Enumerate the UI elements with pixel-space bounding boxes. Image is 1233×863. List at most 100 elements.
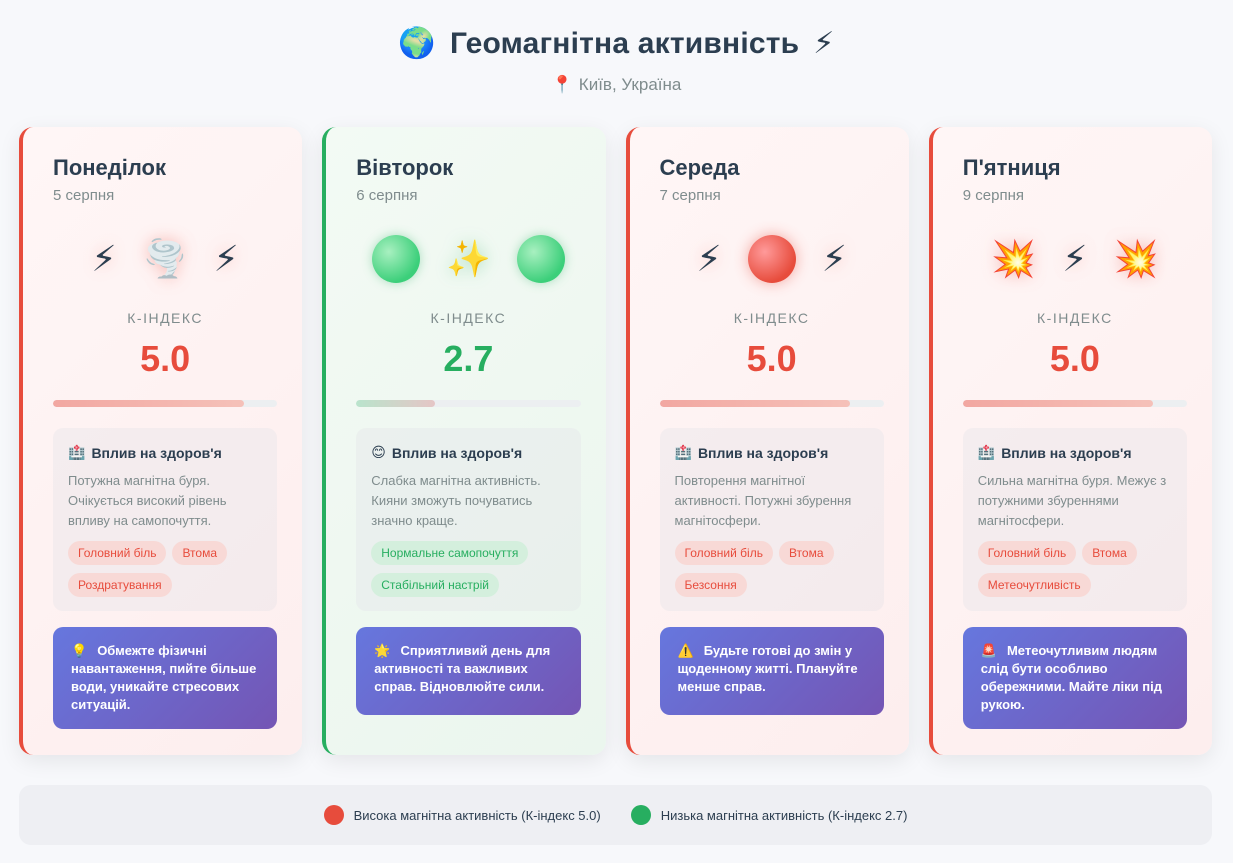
weather-icon: ⚡ <box>213 238 239 279</box>
k-index-value: 5.0 <box>746 338 797 379</box>
advice-box: ⚠️ Будьте готові до змін у щоденному житт… <box>659 627 884 715</box>
k-index-label: К-ІНДЕКС <box>733 310 810 326</box>
health-icon: 🏥 <box>68 444 86 460</box>
symptom-tags: Головний біль Втома Метеочутливість <box>977 541 1172 597</box>
advice-box: 🌟 Сприятливий день для активності та важл… <box>356 627 581 715</box>
health-panel: 😊 Вплив на здоров'я Слабка магнітна активн… <box>356 428 581 611</box>
activity-bar-fill <box>659 400 851 407</box>
advice-icon: ⚠️ <box>677 643 694 658</box>
k-index-label: К-ІНДЕКС <box>430 310 507 326</box>
day-date: 5 серпня <box>53 187 115 204</box>
symptom-tag: Головний біль <box>68 541 167 565</box>
health-description: Сильна магнітна буря. Межує з потужними … <box>977 473 1167 528</box>
health-icon: 🏥 <box>977 444 996 460</box>
symptom-tag: Головний біль <box>674 541 773 565</box>
health-description: Повторення магнітної активності. Потужні… <box>674 473 852 528</box>
activity-bar <box>659 400 884 407</box>
symptom-tag: Втома <box>172 541 228 565</box>
legend-label: Висока магнітна активність (К-індекс 5.0… <box>353 807 601 823</box>
pin-icon: 📍 <box>551 75 573 94</box>
advice-text: Будьте готові до змін у щоденному житті.… <box>677 643 858 694</box>
advice-text: Сприятливий день для активності та важли… <box>374 643 551 694</box>
page-title-text: Геомагнітна активність <box>449 26 800 60</box>
day-name: Середа <box>659 155 740 180</box>
k-index-value: 5.0 <box>140 338 191 379</box>
weather-icon: 💥 <box>991 238 1037 279</box>
day-card: П'ятниця 9 серпня 💥 ⚡ 💥 К-ІНДЕКС 5.0 🏥 Вплив на … <box>928 127 1212 755</box>
k-index-value: 5.0 <box>1049 338 1100 379</box>
location: 📍 Київ, Україна <box>552 75 682 95</box>
legend-dot <box>630 805 651 825</box>
activity-bar-fill <box>356 400 435 407</box>
health-panel: 🏥 Вплив на здоров'я Потужна магнітна буря.… <box>53 428 278 611</box>
location-text: Київ, Україна <box>578 75 682 94</box>
legend-item: Висока магнітна активність (К-індекс 5.0… <box>323 805 601 825</box>
activity-bar-fill <box>53 400 244 407</box>
activity-bar <box>356 400 581 407</box>
health-title-text: Вплив на здоров'я <box>91 444 222 461</box>
symptom-tag: Головний біль <box>977 541 1077 565</box>
advice-icon: 🚨 <box>980 643 997 658</box>
advice-box: 🚨 Метеочутливим людям слід бути особливо … <box>962 627 1187 729</box>
day-name: П'ятниця <box>962 155 1061 180</box>
symptom-tag: Безсоння <box>674 573 747 597</box>
activity-bar-fill <box>962 400 1154 407</box>
health-description: Потужна магнітна буря. Очікується високи… <box>68 473 227 528</box>
health-title-text: Вплив на здоров'я <box>697 444 829 461</box>
day-card: Середа 7 серпня ⚡ ⚡ К-ІНДЕКС 5.0 🏥 Вплив на здо… <box>625 127 909 755</box>
lightning-icon: ⚡ <box>813 27 835 60</box>
page-header: 🌍 Геомагнітна активність ⚡ 📍 Київ, Украї… <box>0 0 1233 110</box>
advice-text: Обмежте фізичні навантаження, пийте біль… <box>71 643 257 712</box>
symptom-tags: Головний біль Втома Безсоння <box>674 541 869 597</box>
day-name: Понеділок <box>53 155 166 180</box>
page-title: 🌍 Геомагнітна активність ⚡ <box>398 26 834 61</box>
health-panel: 🏥 Вплив на здоров'я Повторення магнітної а… <box>659 428 884 611</box>
health-icon: 🏥 <box>674 444 692 460</box>
weather-icon: 💥 <box>1113 238 1159 279</box>
legend-label: Низька магнітна активність (К-індекс 2.7… <box>660 807 908 823</box>
symptom-tag: Роздратування <box>68 573 172 597</box>
weather-icon: ⚡ <box>1062 238 1088 279</box>
health-icon: 😊 <box>371 444 386 460</box>
day-name: Вівторок <box>356 155 454 180</box>
orb-icon <box>371 235 420 283</box>
activity-bar <box>962 400 1187 407</box>
activity-icons: 💥 ⚡ 💥 <box>963 226 1187 292</box>
weather-icon: ⚡ <box>696 238 722 279</box>
weather-icon: ✨ <box>445 238 491 279</box>
day-card: Понеділок 5 серпня ⚡ 🌪️ ⚡ К-ІНДЕКС 5.0 🏥 Вплив н… <box>19 127 303 755</box>
health-description: Слабка магнітна активність. Кияни зможут… <box>371 473 541 528</box>
health-title-text: Вплив на здоров'я <box>1001 444 1132 461</box>
symptom-tag: Втома <box>778 541 834 565</box>
symptom-tag: Втома <box>1082 541 1137 565</box>
orb-icon <box>747 235 796 283</box>
symptom-tags: Головний біль Втома Роздратування <box>68 541 262 597</box>
legend-dot <box>323 805 344 825</box>
symptom-tag: Нормальне самопочуття <box>371 541 529 565</box>
advice-box: 💡 Обмежте фізичні навантаження, пийте біл… <box>53 627 278 729</box>
health-panel: 🏥 Вплив на здоров'я Сильна магнітна буря. … <box>962 428 1187 611</box>
activity-icons: ⚡ 🌪️ ⚡ <box>53 226 277 292</box>
activity-icons: ⚡ ⚡ <box>660 226 884 292</box>
advice-icon: 💡 <box>71 643 88 658</box>
legend: Висока магнітна активність (К-індекс 5.0… <box>19 785 1212 845</box>
day-date: 7 серпня <box>659 187 721 204</box>
activity-icons: ✨ <box>356 226 580 292</box>
advice-icon: 🌟 <box>374 643 391 658</box>
day-date: 6 серпня <box>356 187 418 204</box>
weather-icon: ⚡ <box>91 238 117 279</box>
health-title: 🏥 Вплив на здоров'я <box>675 444 869 461</box>
k-index-label: К-ІНДЕКС <box>127 310 203 326</box>
weather-icon: 🌪️ <box>142 238 188 279</box>
symptom-tag: Стабільний настрій <box>371 573 499 597</box>
activity-bar <box>53 400 278 407</box>
k-index-label: К-ІНДЕКС <box>1037 310 1113 326</box>
health-title: 🏥 Вплив на здоров'я <box>68 444 262 461</box>
health-title: 🏥 Вплив на здоров'я <box>978 444 1172 461</box>
legend-item: Низька магнітна активність (К-індекс 2.7… <box>630 805 908 825</box>
forecast-cards: Понеділок 5 серпня ⚡ 🌪️ ⚡ К-ІНДЕКС 5.0 🏥 Вплив н… <box>19 127 1212 755</box>
advice-text: Метеочутливим людям слід бути особливо о… <box>980 643 1162 712</box>
health-title: 😊 Вплив на здоров'я <box>371 444 565 461</box>
orb-icon <box>516 235 565 283</box>
symptom-tags: Нормальне самопочуття Стабільний настрій <box>371 541 565 597</box>
